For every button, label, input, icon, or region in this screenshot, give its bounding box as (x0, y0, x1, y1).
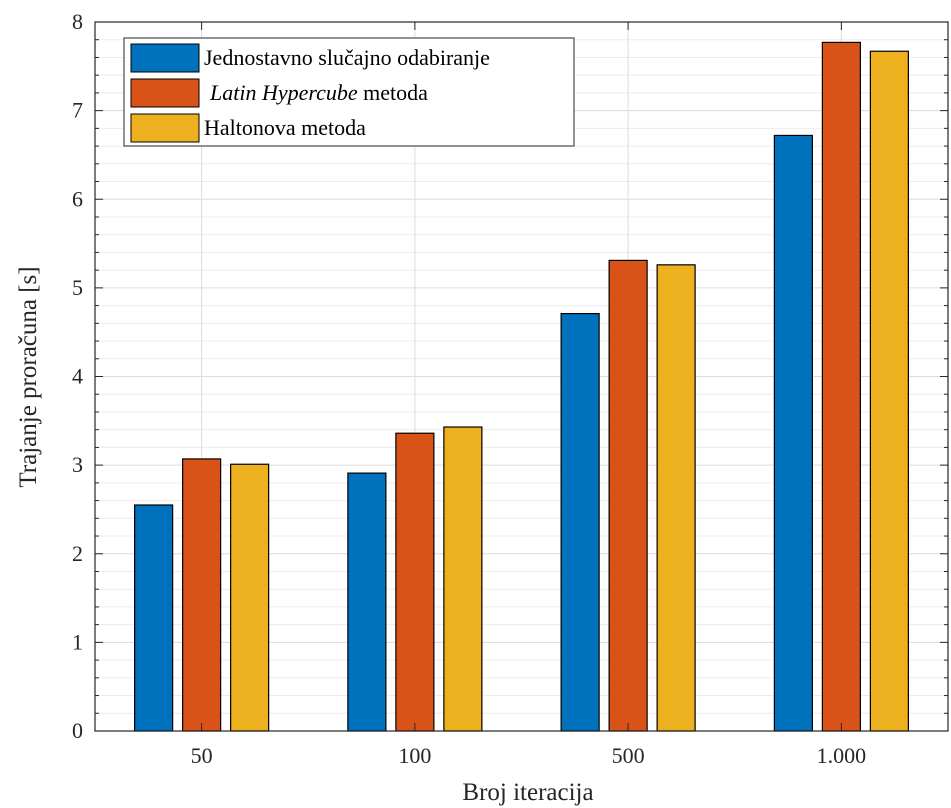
bar (134, 504, 174, 732)
legend-label-series-3: Haltonova metoda (204, 115, 366, 140)
bar (347, 472, 387, 732)
y-tick-label: 4 (72, 364, 83, 389)
bar (869, 50, 909, 732)
y-tick-label: 1 (72, 629, 83, 654)
x-axis-title: Broj iteracija (462, 779, 593, 806)
legend-label-series-1: Jednostavno slučajno odabiranje (204, 45, 490, 70)
bar (656, 264, 696, 732)
y-axis-title: Trajanje proračuna [s] (15, 266, 42, 487)
legend-swatch-series-1 (130, 43, 200, 73)
bar (821, 41, 861, 732)
legend-label-series-2: Latin Hypercube metoda (209, 80, 428, 105)
legend-label-series-2-italic: Latin Hypercube (209, 80, 358, 105)
bar (560, 312, 600, 732)
x-tick-label: 500 (612, 743, 645, 768)
y-tick-label: 8 (72, 9, 83, 34)
legend-swatch-series-3 (130, 113, 200, 143)
bar (230, 463, 270, 732)
legend-label-series-2-rest: metoda (358, 80, 428, 105)
x-tick-label: 50 (191, 743, 213, 768)
bar (608, 259, 648, 732)
bar (182, 458, 222, 732)
y-tick-label: 3 (72, 452, 83, 477)
bars (134, 41, 909, 732)
bar (443, 426, 483, 732)
tick-labels: 0 1 2 3 4 5 6 7 8 50 100 500 1.000 (72, 9, 866, 768)
y-tick-label: 0 (72, 718, 83, 743)
bar (773, 134, 813, 732)
legend: Jednostavno slučajno odabiranje Latin Hy… (123, 37, 575, 147)
legend-swatch-series-2 (130, 78, 200, 108)
x-tick-label: 1.000 (817, 743, 867, 768)
x-tick-label: 100 (398, 743, 431, 768)
y-tick-label: 6 (72, 186, 83, 211)
y-tick-label: 7 (72, 98, 83, 123)
axes (94, 21, 949, 732)
y-tick-label: 2 (72, 541, 83, 566)
y-tick-label: 5 (72, 275, 83, 300)
bar (395, 432, 435, 732)
